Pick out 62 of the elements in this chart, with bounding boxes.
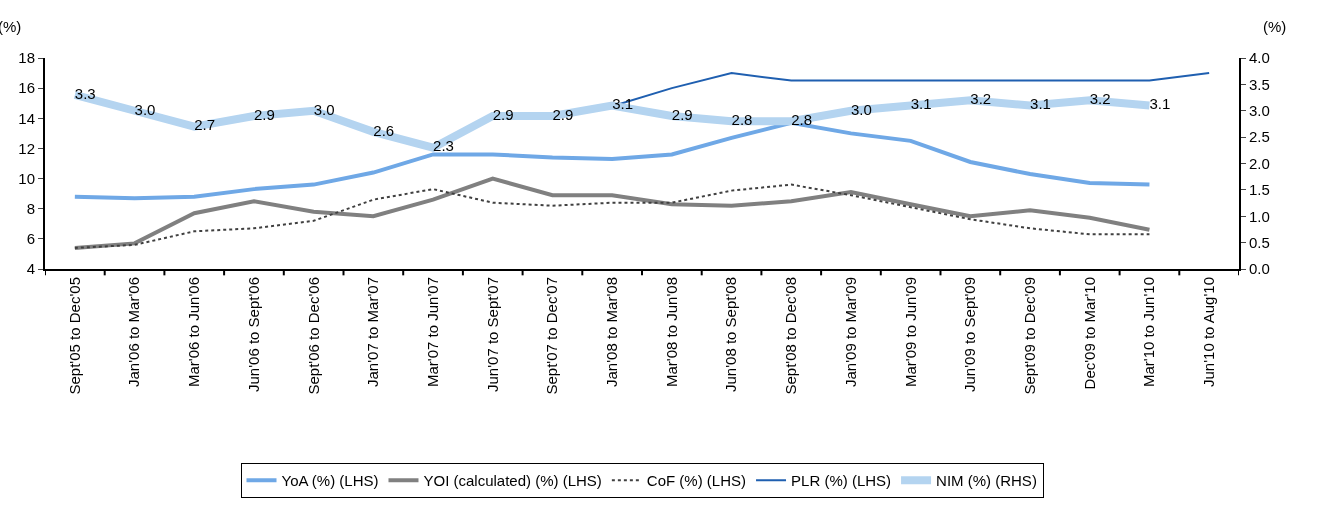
text: 1.0 xyxy=(1249,207,1270,225)
legend-label: YoA (%) (LHS) xyxy=(281,472,379,490)
legend-label: NIM (%) (RHS) xyxy=(936,472,1037,490)
x-tick-label: Mar'07 to Jun'07 xyxy=(423,277,441,387)
y-tick-label: 6 xyxy=(26,230,35,248)
x-tick-label: Sept'07 to Dec'07 xyxy=(543,277,561,395)
text: 2.5 xyxy=(1249,128,1270,146)
data-label: 2.9 xyxy=(253,105,275,123)
data-label: 2.9 xyxy=(492,105,514,123)
data-label: 2.9 xyxy=(671,105,693,123)
text: 0.5 xyxy=(1249,233,1270,251)
x-tick-label: Jun'06 to Sept'06 xyxy=(244,277,262,392)
data-label: 3.1 xyxy=(1030,95,1051,113)
legend-label: PLR (%) (LHS) xyxy=(791,472,892,490)
text: 3.5 xyxy=(1249,75,1270,93)
y2-axis-title: (%) xyxy=(1263,18,1287,35)
x-tick-label: Jun'08 to Sept'08 xyxy=(722,277,740,392)
data-label: 3.2 xyxy=(970,89,992,107)
y-tick-label: 18 xyxy=(18,49,35,67)
data-label: 3.0 xyxy=(134,100,156,118)
data-label: 2.7 xyxy=(194,116,216,134)
x-tick-label: Mar'10 to Jun'10 xyxy=(1140,277,1158,387)
x-tick-label: Jan'09 to Mar'09 xyxy=(841,277,859,387)
x-tick-label: Mar'08 to Jun'08 xyxy=(662,277,680,387)
data-label: 3.3 xyxy=(74,84,96,102)
legend-label: CoF (%) (LHS) xyxy=(646,472,747,490)
y-tick-label: 4 xyxy=(26,260,35,278)
text: 1.5 xyxy=(1249,181,1270,199)
text: 0.0 xyxy=(1249,260,1270,278)
y-tick-label: 12 xyxy=(18,139,35,157)
x-tick-label: Jan'08 to Mar'08 xyxy=(603,277,621,387)
x-tick-label: Sept'06 to Dec'06 xyxy=(304,277,322,395)
y-tick-label: 14 xyxy=(18,109,35,127)
data-label: 2.3 xyxy=(433,137,454,155)
legend-label: YOI (calculated) (%) (LHS) xyxy=(423,472,602,490)
data-label: 3.2 xyxy=(1089,89,1111,107)
data-label: 3.0 xyxy=(850,100,872,118)
data-label: 3.1 xyxy=(910,95,932,113)
x-tick-label: Sept'05 to Dec'05 xyxy=(65,277,83,395)
data-label: 2.9 xyxy=(552,105,574,123)
data-label: 3.1 xyxy=(1149,95,1171,113)
data-label: 3.0 xyxy=(313,100,335,118)
x-tick-label: Mar'09 to Jun'09 xyxy=(901,277,919,387)
y-tick-label: 10 xyxy=(18,169,35,187)
x-tick-label: Sept'09 to Dec'09 xyxy=(1020,277,1038,395)
x-tick-label: Dec'09 to Mar'10 xyxy=(1080,277,1098,390)
x-tick-label: Jan'06 to Mar'06 xyxy=(125,277,143,387)
y-tick-label: 8 xyxy=(26,199,35,217)
x-tick-label: Mar'06 to Jun'06 xyxy=(185,277,203,387)
text: 4.0 xyxy=(1249,49,1270,67)
data-label: 2.8 xyxy=(791,111,813,129)
text: 3.0 xyxy=(1249,102,1270,119)
data-label: 3.1 xyxy=(612,95,634,113)
x-tick-label: Sept'08 to Dec'08 xyxy=(782,277,800,395)
x-tick-label: Jun'09 to Sept'09 xyxy=(961,277,979,392)
y-tick-label: 16 xyxy=(18,79,35,97)
data-label: 2.8 xyxy=(731,111,753,129)
data-label: 2.6 xyxy=(373,121,395,139)
x-tick-label: Jun'07 to Sept'07 xyxy=(483,277,501,392)
text: 2.0 xyxy=(1249,154,1270,172)
x-tick-label: Jun'10 to Aug'10 xyxy=(1200,277,1218,387)
x-tick-label: Jan'07 to Mar'07 xyxy=(364,277,382,387)
